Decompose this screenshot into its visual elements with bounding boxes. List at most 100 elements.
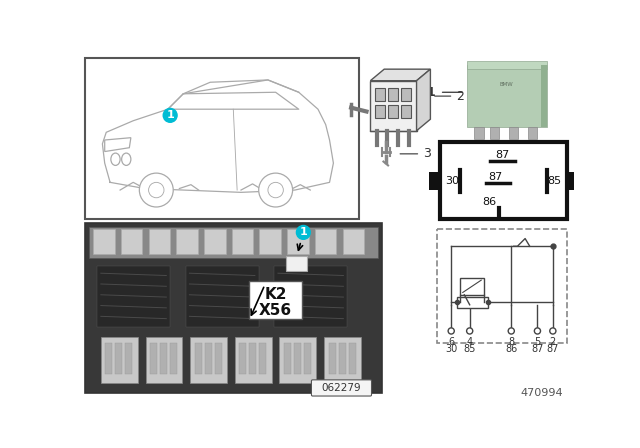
Text: 85: 85: [463, 344, 476, 354]
Text: 1: 1: [166, 110, 174, 121]
Circle shape: [296, 225, 310, 239]
Circle shape: [163, 108, 177, 122]
Bar: [509, 127, 518, 139]
Bar: [285, 255, 307, 271]
Bar: [437, 229, 566, 343]
Text: 30: 30: [445, 344, 458, 354]
Bar: [460, 278, 484, 295]
Text: 85: 85: [547, 176, 561, 186]
Circle shape: [550, 328, 556, 334]
Bar: [388, 105, 398, 118]
Text: 87: 87: [488, 172, 502, 182]
Text: X56: X56: [259, 303, 292, 318]
Bar: [205, 343, 212, 374]
Text: 87: 87: [495, 150, 510, 159]
Text: 6: 6: [448, 337, 454, 347]
Bar: [204, 229, 225, 254]
Bar: [566, 172, 577, 190]
Polygon shape: [541, 65, 547, 127]
Bar: [440, 142, 566, 220]
Circle shape: [268, 182, 284, 198]
Text: 2: 2: [550, 337, 556, 347]
Bar: [474, 127, 484, 139]
Bar: [195, 343, 202, 374]
Text: 30: 30: [445, 176, 459, 186]
Polygon shape: [417, 69, 431, 131]
Bar: [90, 227, 378, 258]
Bar: [401, 105, 411, 118]
Bar: [324, 337, 361, 383]
Text: 86: 86: [482, 198, 496, 207]
Bar: [280, 337, 316, 383]
Bar: [259, 343, 266, 374]
Bar: [490, 127, 499, 139]
Circle shape: [448, 328, 454, 334]
Bar: [287, 229, 308, 254]
Text: 4: 4: [467, 337, 473, 347]
Circle shape: [508, 328, 515, 334]
Bar: [388, 88, 398, 101]
Bar: [190, 337, 227, 383]
Text: 87: 87: [531, 344, 543, 354]
Bar: [170, 343, 177, 374]
Circle shape: [534, 328, 541, 334]
Bar: [250, 281, 302, 319]
Bar: [106, 343, 113, 374]
Text: BMW: BMW: [500, 82, 513, 87]
Polygon shape: [371, 69, 431, 81]
Bar: [215, 343, 221, 374]
Text: 1: 1: [427, 86, 436, 99]
Bar: [239, 343, 246, 374]
Text: K2: K2: [264, 287, 287, 302]
Bar: [329, 343, 336, 374]
Bar: [145, 337, 182, 383]
Ellipse shape: [122, 153, 131, 165]
Bar: [232, 229, 253, 254]
Bar: [176, 229, 198, 254]
Bar: [235, 337, 272, 383]
Bar: [148, 229, 170, 254]
Bar: [294, 343, 301, 374]
Text: 3: 3: [422, 147, 431, 160]
Bar: [528, 127, 538, 139]
Bar: [315, 229, 337, 254]
Text: 8: 8: [508, 337, 515, 347]
Bar: [186, 266, 259, 327]
Circle shape: [467, 328, 473, 334]
Circle shape: [259, 173, 292, 207]
Bar: [259, 229, 281, 254]
Bar: [125, 343, 132, 374]
Text: 1: 1: [300, 228, 307, 237]
Bar: [467, 61, 547, 69]
Bar: [429, 172, 440, 190]
Polygon shape: [105, 138, 131, 151]
Text: 87: 87: [547, 344, 559, 354]
Bar: [304, 343, 311, 374]
Bar: [121, 229, 143, 254]
Bar: [458, 297, 488, 308]
Bar: [86, 223, 382, 392]
Bar: [375, 105, 385, 118]
Bar: [160, 343, 167, 374]
Bar: [93, 229, 115, 254]
Ellipse shape: [111, 153, 120, 165]
Bar: [342, 229, 364, 254]
Bar: [101, 337, 138, 383]
FancyBboxPatch shape: [312, 380, 371, 396]
Bar: [250, 343, 257, 374]
Text: 2: 2: [456, 90, 464, 103]
Bar: [339, 343, 346, 374]
Bar: [115, 343, 122, 374]
Bar: [375, 88, 385, 101]
Text: 86: 86: [505, 344, 517, 354]
Bar: [86, 58, 359, 220]
Bar: [97, 266, 170, 327]
Text: 062279: 062279: [321, 383, 361, 393]
Circle shape: [140, 173, 173, 207]
Bar: [349, 343, 356, 374]
Text: 5: 5: [534, 337, 541, 347]
Text: 470994: 470994: [520, 388, 563, 397]
Bar: [467, 65, 547, 127]
Bar: [150, 343, 157, 374]
Circle shape: [148, 182, 164, 198]
